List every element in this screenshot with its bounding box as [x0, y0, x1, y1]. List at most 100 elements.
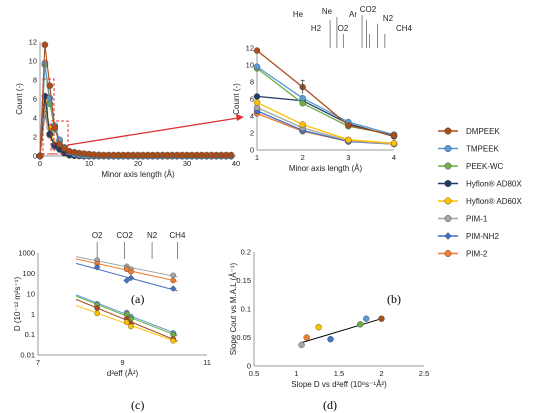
series-line-peek-wc [39, 64, 232, 157]
data-point-pim-2 [128, 268, 134, 275]
x-tick-label: 1 [294, 369, 298, 378]
x-tick-label: 4 [392, 153, 396, 162]
zoom-box-narrow [42, 78, 55, 155]
gas-label-ne: Ne [322, 7, 333, 16]
data-point-dmpeek [56, 141, 63, 148]
data-point-hyflon-ad60x [94, 310, 100, 317]
data-point-pim-2 [123, 266, 130, 273]
y-tick-label: 0.2 [241, 248, 251, 257]
x-tick-label: 9 [120, 358, 124, 367]
y-tick-label: 0 [247, 362, 251, 371]
panel-label-a: (a) [131, 292, 145, 306]
series-line-dmpeek [39, 44, 232, 157]
series-line-dmpeek [256, 49, 395, 137]
data-point-hyflon-ad60x [128, 323, 134, 330]
y-axis-label: Slope Cout vs M.A.L (Å⁻¹) [229, 262, 238, 355]
data-point-pim-2 [170, 277, 176, 284]
y-tick-label: 4 [250, 112, 254, 121]
legend-marker-hyflon-ad60x [444, 197, 452, 205]
panel-a-chart: 0 10 20 30 40 0 2 4 6 8 10 12 Minor axis length (Å) C… [15, 38, 240, 179]
y-tick-label: 100 [22, 269, 35, 278]
y-tick-label: 0.1 [241, 305, 251, 314]
legend-label-hyflon-ad60x: Hyflon® AD60X [466, 197, 522, 206]
data-point-dmpeek [378, 315, 385, 322]
gas-label-ch4: CH4 [169, 231, 186, 240]
legend-marker-hyflon-ad80x [444, 179, 452, 187]
data-point-tmpeek [299, 94, 306, 102]
legend-label-peek-wc: PEEK-WC [466, 162, 504, 171]
series-line-hyflon-ad60x [39, 102, 232, 157]
x-axis-label: Minor axis length (Å) [289, 164, 363, 173]
data-point-peek-wc [357, 321, 364, 328]
x-tick-label: 11 [203, 358, 211, 367]
data-point-dmpeek [390, 132, 398, 139]
data-point-dmpeek [345, 122, 352, 129]
y-tick-label: 8 [33, 76, 37, 85]
gas-label-o2: O2 [92, 231, 103, 240]
legend: DMPEEK TMPEEK PEEK-WC Hyflon® AD80X Hyflon® … [438, 127, 522, 259]
y-tick-label: 12 [246, 44, 254, 53]
legend-marker-dmpeek [444, 127, 452, 135]
legend-marker-peek-wc [444, 162, 452, 170]
x-tick-label: 20 [134, 159, 142, 168]
x-axis-label: Slope D vs d²eff (10⁸s⁻¹Å²) [291, 380, 387, 389]
data-point-dmpeek [51, 124, 59, 131]
gas-label-o2: O2 [338, 24, 349, 33]
data-point-pim-1 [298, 341, 305, 349]
data-point-hyflon-ad60x [315, 324, 322, 331]
data-point-dmpeek [41, 41, 49, 49]
data-point-tmpeek [253, 63, 261, 70]
zoom-arrow-line [67, 117, 239, 146]
data-point-dmpeek [94, 305, 100, 311]
legend-label-dmpeek: DMPEEK [466, 127, 500, 136]
y-tick-label: 4 [33, 114, 37, 123]
data-point-hyflon-ad60x [253, 99, 261, 106]
x-tick-label: 2 [301, 153, 305, 162]
y-tick-label: 10 [27, 289, 35, 298]
data-point-pim-2 [303, 334, 310, 341]
y-tick-label: 0 [250, 146, 254, 155]
gas-label-ch4: CH4 [396, 24, 413, 33]
y-tick-label: 0.1 [25, 330, 35, 339]
x-tick-label: 10 [85, 159, 93, 168]
legend-label-pim-1: PIM-1 [466, 215, 488, 224]
x-tick-label: 30 [183, 159, 191, 168]
data-point-hyflon-ad60x [170, 337, 176, 344]
panel-label-d: (d) [323, 398, 337, 412]
zoom-arrow-head [236, 114, 244, 121]
data-point-dmpeek [36, 152, 44, 160]
gas-label-n2: N2 [383, 14, 394, 23]
y-tick-label: 6 [33, 95, 37, 104]
legend-marker-pim-2 [444, 249, 452, 257]
data-point-hyflon-ad60x [123, 319, 130, 326]
y-tick-label: 0 [33, 152, 37, 161]
series-line-tmpeek [39, 62, 232, 157]
x-tick-label: 3 [346, 153, 350, 162]
trend-line-pim-nh2 [75, 262, 178, 292]
y-axis-label: Count (-) [232, 83, 241, 115]
x-tick-label: 2.5 [419, 369, 429, 378]
y-tick-label: 12 [29, 38, 37, 47]
x-axis-label: Minor axis length (Å) [101, 170, 175, 179]
gas-label-h2: H2 [311, 24, 322, 33]
legend-marker-tmpeek [444, 144, 452, 152]
legend-label-pim-nh2: PIM-NH2 [466, 232, 499, 241]
data-point-hyflon-ad60x [390, 139, 398, 147]
data-point-pim-nh2 [123, 277, 131, 284]
y-axis-label: Count (-) [15, 83, 24, 115]
y-tick-label: 10 [246, 61, 254, 70]
y-tick-label: 0.15 [236, 276, 251, 285]
y-tick-label: 1000 [18, 249, 35, 258]
series-line-pim-1 [256, 106, 395, 145]
panel-label-c: (c) [131, 398, 145, 412]
data-point-pim-1 [170, 272, 176, 279]
x-tick-label: 0 [38, 159, 42, 168]
data-point-hyflon-ad80x [253, 93, 261, 100]
data-point-hyflon-ad60x [345, 136, 352, 144]
gas-label-ar: Ar [349, 10, 357, 19]
data-point-pim-nh2 [127, 274, 135, 282]
legend-marker-pim-1 [444, 214, 452, 222]
gas-label-co2: CO2 [360, 5, 377, 14]
data-point-pim-nh2 [93, 263, 101, 271]
legend-marker-pim-nh2 [444, 232, 452, 240]
